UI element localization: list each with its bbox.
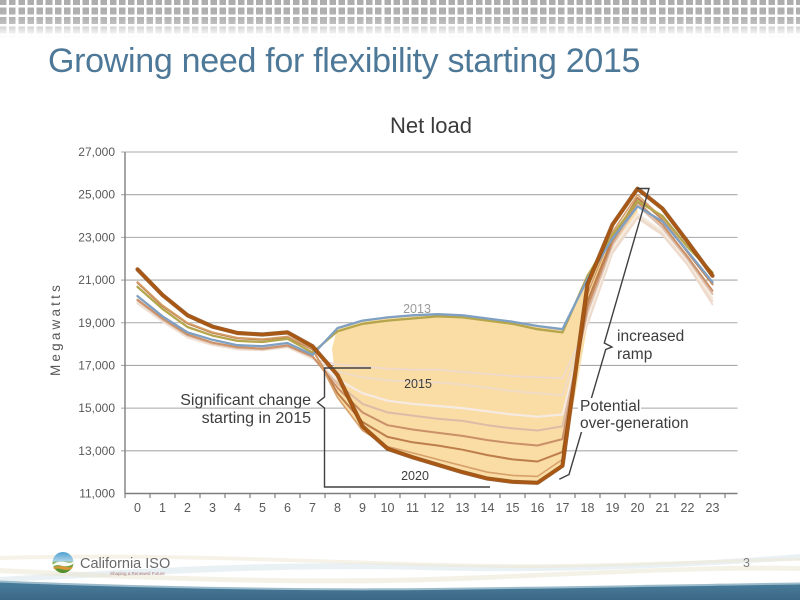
svg-text:20: 20 [631,501,645,515]
svg-text:5: 5 [259,501,266,515]
svg-text:Significant change: Significant change [180,392,311,409]
svg-text:13: 13 [456,501,470,515]
svg-text:Potential: Potential [580,398,640,415]
svg-text:2020: 2020 [401,469,429,483]
svg-text:over-generation: over-generation [580,415,689,432]
svg-text:Megawatts: Megawatts [48,282,63,376]
svg-text:21,000: 21,000 [78,273,115,287]
svg-text:15,000: 15,000 [78,401,115,415]
svg-text:11: 11 [406,501,419,515]
svg-text:2013: 2013 [403,302,431,316]
svg-text:4: 4 [234,501,241,515]
svg-text:25,000: 25,000 [78,188,115,202]
svg-text:15: 15 [506,501,520,515]
svg-text:16: 16 [531,501,545,515]
svg-text:0: 0 [134,501,141,515]
svg-text:17,000: 17,000 [78,358,115,372]
svg-text:13,000: 13,000 [78,444,115,458]
svg-text:7: 7 [309,501,316,515]
svg-text:ramp: ramp [617,346,652,363]
svg-text:starting in 2015: starting in 2015 [202,410,312,427]
svg-text:12: 12 [431,501,445,515]
svg-text:1: 1 [159,501,166,515]
svg-text:19,000: 19,000 [78,316,115,330]
svg-text:22: 22 [681,501,695,515]
svg-text:Shaping a Renewed Future: Shaping a Renewed Future [110,571,165,576]
svg-text:3: 3 [209,501,216,515]
svg-text:21: 21 [656,501,670,515]
svg-text:California ISO: California ISO [80,556,170,572]
svg-text:14: 14 [481,501,495,515]
svg-text:10: 10 [381,501,395,515]
svg-text:11,000: 11,000 [79,487,115,501]
svg-text:23: 23 [706,501,720,515]
svg-text:8: 8 [334,501,341,515]
svg-text:6: 6 [284,501,291,515]
svg-text:9: 9 [359,501,366,515]
svg-text:18: 18 [581,501,595,515]
svg-text:increased: increased [617,328,684,345]
svg-text:23,000: 23,000 [78,230,115,244]
svg-text:27,000: 27,000 [78,145,115,159]
svg-text:2015: 2015 [404,377,432,391]
svg-text:2: 2 [184,501,191,515]
svg-text:Net load: Net load [390,113,472,138]
svg-text:17: 17 [556,501,570,515]
svg-text:19: 19 [606,501,620,515]
